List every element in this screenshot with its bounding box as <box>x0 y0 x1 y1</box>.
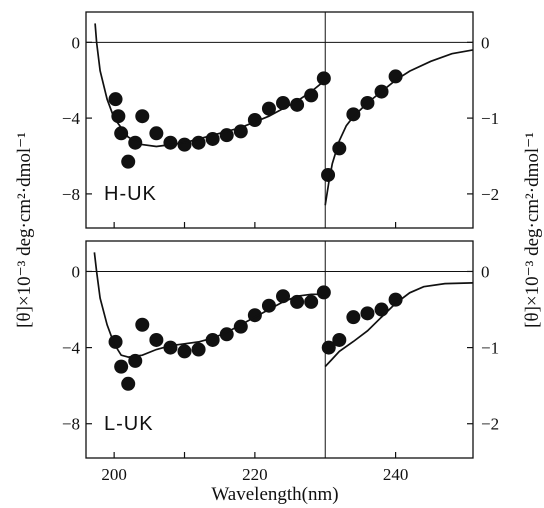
y-tick-label-left: −4 <box>62 339 81 358</box>
data-point <box>346 310 361 325</box>
data-point <box>177 137 192 152</box>
data-point <box>346 107 361 122</box>
right-y-axis-title: [θ]×10⁻³ deg·cm²·dmol⁻¹ <box>522 132 543 328</box>
y-tick-label-right: −1 <box>481 339 499 358</box>
data-point <box>290 97 305 112</box>
data-point <box>177 344 192 359</box>
data-point <box>149 332 164 347</box>
y-tick-label-right: 0 <box>481 262 490 281</box>
data-point <box>316 285 331 300</box>
data-point <box>261 101 276 116</box>
data-point <box>261 298 276 313</box>
y-tick-label-left: 0 <box>72 262 81 281</box>
panel-label: H-UK <box>104 183 157 205</box>
y-tick-label-right: 0 <box>481 33 490 52</box>
fit-curve-left <box>93 252 326 358</box>
y-tick-label-left: −4 <box>62 109 81 128</box>
y-tick-label-right: −2 <box>481 415 499 434</box>
y-tick-label-right: −1 <box>481 109 499 128</box>
data-point <box>304 88 319 103</box>
x-tick-label: 220 <box>242 465 268 484</box>
data-point <box>135 109 150 124</box>
data-point <box>121 154 136 169</box>
data-point <box>332 332 347 347</box>
y-tick-label-left: 0 <box>72 33 81 52</box>
plot-frame <box>85 11 474 229</box>
x-axis-title: Wavelength(nm) <box>211 484 338 505</box>
left-y-axis-title: [θ]×10⁻³ deg·cm²·dmol⁻¹ <box>14 132 35 328</box>
fit-curve-right <box>324 49 474 206</box>
y-tick-label-left: −8 <box>62 185 80 204</box>
panel-l-uk: 0 −4 −8 0 −1 −2 200 220 240 L-UK <box>62 240 499 484</box>
data-point <box>135 317 150 332</box>
x-tick-label: 200 <box>101 465 127 484</box>
data-point <box>121 376 136 391</box>
data-point <box>114 126 129 141</box>
data-point <box>149 126 164 141</box>
data-point <box>108 92 123 107</box>
data-point <box>388 292 403 307</box>
plot-frame <box>85 240 474 459</box>
y-tick-label-right: −2 <box>481 185 499 204</box>
x-tick-label: 240 <box>383 465 409 484</box>
data-point <box>304 294 319 309</box>
fit-curve-left <box>94 23 326 148</box>
data-point <box>114 359 129 374</box>
data-point <box>316 71 331 86</box>
data-point <box>163 340 178 355</box>
data-point <box>191 342 206 357</box>
chart-panels: 0 −4 −8 0 −1 −2 H-UK 0 −4 −8 0 −1 −2 200 220 240 L-UK <box>62 11 499 484</box>
data-point <box>163 135 178 150</box>
panel-h-uk: 0 −4 −8 0 −1 −2 H-UK <box>62 11 499 229</box>
fit-curve-right <box>324 282 474 368</box>
data-point <box>388 69 403 84</box>
panel-label: L-UK <box>104 413 154 435</box>
data-point <box>374 302 389 317</box>
data-point <box>321 340 336 355</box>
y-tick-label-left: −8 <box>62 415 80 434</box>
data-point <box>321 167 336 182</box>
data-point <box>360 306 375 321</box>
